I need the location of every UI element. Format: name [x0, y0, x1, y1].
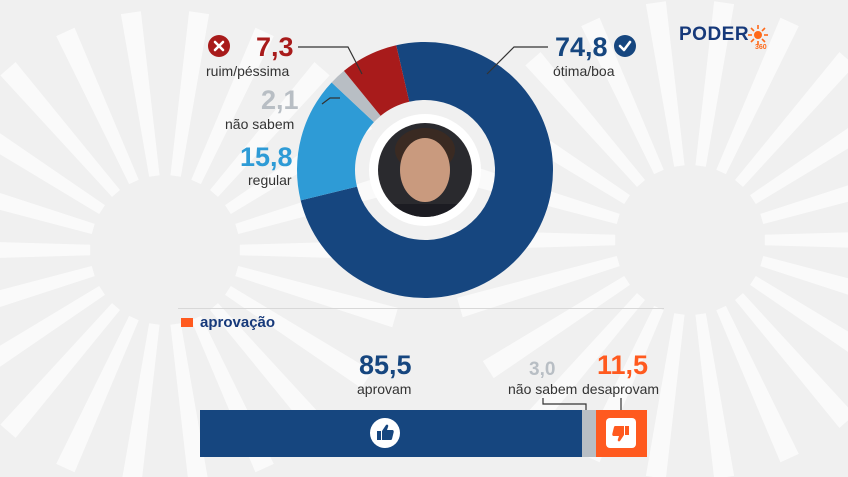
thumbs-down-icon: [606, 418, 636, 448]
label-otima-boa: 74,8: [555, 34, 608, 61]
value-ruim-pessima: 7,3: [256, 32, 294, 62]
slice-nao-sabem: [331, 70, 381, 123]
sunburst-ray: [525, 52, 645, 187]
value-nao-sabem-bar: 3,0: [529, 359, 556, 380]
sunburst-ray: [0, 193, 95, 234]
x-circle-icon: [208, 35, 230, 57]
legend-swatch-aprovacao: [181, 318, 193, 327]
value-otima-boa: 74,8: [555, 32, 608, 62]
sunburst-ray: [0, 242, 91, 258]
sunburst-ray: [170, 11, 210, 177]
sunburst-ray: [525, 293, 645, 428]
sunburst-ray: [0, 303, 120, 438]
sunburst-ray: [645, 313, 685, 477]
sunburst-ray: [750, 128, 848, 204]
sunburst-ray: [0, 286, 105, 367]
sunburst-ray: [457, 256, 620, 318]
section-divider: [178, 308, 664, 309]
label-aprovam: 85,5: [359, 352, 412, 379]
sunburst-ray: [750, 276, 848, 352]
sunburst-ray: [695, 313, 735, 477]
caption-otima-boa: ótima/boa: [553, 63, 615, 79]
sunburst-ray: [760, 185, 848, 224]
sunburst-ray: [716, 17, 799, 175]
sunburst-ray: [235, 266, 398, 328]
logo-sub: 360: [755, 44, 767, 51]
sunburst-ray: [645, 1, 685, 167]
leader-line-ruim-pessima: [298, 46, 363, 75]
caption-nao-sabem-bar: não sabem: [508, 381, 578, 397]
sunburst-ray: [56, 315, 139, 473]
logo-text: PODER: [679, 24, 750, 45]
poder360-logo: PODER 360: [679, 24, 768, 51]
sunburst-ray: [695, 1, 735, 167]
label-nao-sabem-donut: 2,1: [261, 87, 299, 114]
leader-line-otima-boa: [486, 46, 548, 75]
value-nao-sabem-donut: 2,1: [261, 85, 299, 115]
sunburst-ray: [122, 323, 160, 477]
sun-icon: [748, 25, 768, 45]
thumbs-up-icon: [370, 418, 400, 448]
label-nao-sabem-bar: 3,0: [529, 360, 555, 380]
sunburst-ray: [482, 276, 630, 379]
slice-ruim-pessima: [343, 45, 410, 116]
sunburst-ray: [0, 266, 95, 307]
sunburst-ray: [170, 323, 208, 477]
slice-otima-boa: [300, 42, 553, 298]
sunburst-ray: [0, 62, 120, 197]
leader-line-nao-sabem-bar: [542, 398, 587, 412]
value-regular: 15,8: [240, 142, 293, 172]
sunburst-ray: [210, 62, 330, 197]
sunburst-ray: [716, 305, 799, 463]
governor-portrait: [369, 114, 481, 226]
bar-segment-nao-sabem: [582, 410, 596, 457]
sunburst-ray: [581, 17, 664, 175]
sunburst-ray: [0, 133, 105, 214]
check-circle-icon: [614, 35, 636, 57]
leader-line-nao-sabem: [321, 97, 340, 105]
caption-regular: regular: [248, 172, 292, 188]
sunburst-ray: [760, 256, 848, 295]
caption-nao-sabem-donut: não sabem: [225, 116, 295, 132]
slice-regular: [297, 82, 374, 201]
caption-ruim-pessima: ruim/péssima: [206, 63, 290, 79]
caption-desaprovam: desaprovam: [582, 381, 660, 397]
sunburst-ray: [735, 293, 848, 428]
section-title-aprovacao: aprovação: [200, 314, 276, 331]
label-regular: 15,8: [240, 144, 293, 171]
sunburst-ray: [120, 11, 160, 177]
sunburst-ray: [764, 232, 848, 248]
sunburst-ray: [210, 303, 330, 438]
sunburst-ray: [191, 27, 274, 185]
label-desaprovam: 11,5: [597, 352, 648, 379]
sunburst-ray: [735, 52, 848, 187]
sunburst-ray: [225, 286, 373, 389]
label-ruim-pessima: 7,3: [256, 34, 294, 61]
value-aprovam: 85,5: [359, 350, 412, 380]
sunburst-ray: [56, 27, 139, 185]
value-desaprovam: 11,5: [597, 350, 649, 380]
caption-aprovam: aprovam: [357, 381, 412, 397]
